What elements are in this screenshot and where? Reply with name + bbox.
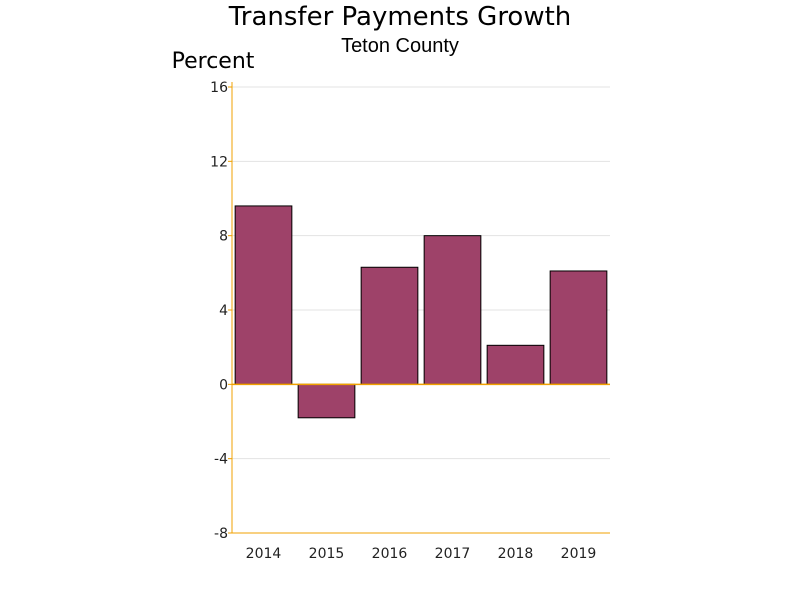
- chart-subtitle: Teton County: [341, 35, 459, 57]
- y-tick-label: 8: [219, 229, 228, 245]
- bar-2015: [297, 383, 356, 419]
- y-tick-label: 16: [210, 80, 228, 96]
- bar-2019: [549, 270, 608, 385]
- y-tick-label: 4: [219, 303, 228, 319]
- bar-2014: [234, 205, 293, 385]
- axes: [228, 82, 610, 534]
- x-tick-label: 2019: [561, 546, 597, 562]
- y-axis-label: Percent: [172, 49, 255, 74]
- bars: [234, 205, 608, 419]
- x-tick-label: 2017: [435, 546, 471, 562]
- bar-2018: [486, 344, 545, 385]
- x-tick-label: 2018: [498, 546, 534, 562]
- y-axis-ticks: 16 12 8 4 0 -4 -8: [210, 80, 228, 542]
- y-tick-label: -8: [214, 526, 228, 542]
- bar-2017: [423, 235, 482, 385]
- x-tick-label: 2014: [246, 546, 282, 562]
- y-tick-label: -4: [214, 452, 228, 468]
- chart-title: Transfer Payments Growth: [228, 2, 572, 32]
- bar-2016: [360, 266, 419, 385]
- x-tick-label: 2015: [309, 546, 345, 562]
- gridlines: [232, 86, 610, 460]
- x-tick-label: 2016: [372, 546, 408, 562]
- x-axis-ticks: 2014 2015 2016 2017 2018 2019: [246, 546, 597, 562]
- y-tick-label: 0: [219, 377, 228, 393]
- y-tick-label: 12: [210, 154, 228, 170]
